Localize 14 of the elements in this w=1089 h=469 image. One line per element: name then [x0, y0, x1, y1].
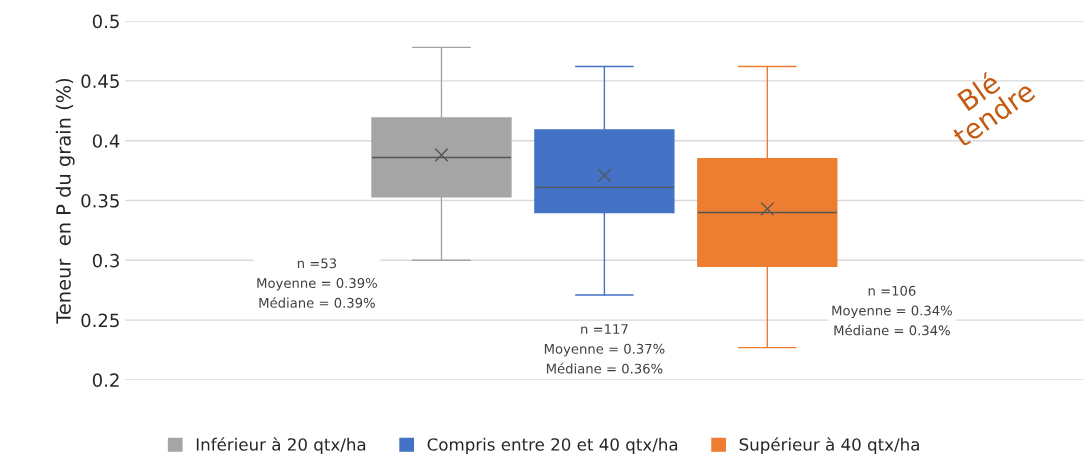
y-tick-label: 0.5 [92, 14, 119, 29]
y-tick-label: 0.35 [81, 193, 119, 208]
y-tick-label: 0.25 [81, 313, 119, 328]
annotation: n =106 Moyenne = 0.34% Médiane = 0.34% [832, 285, 952, 336]
legend-label: Supérieur à 40 qtx/ha [739, 437, 919, 454]
y-tick-label: 0.3 [92, 253, 119, 268]
y-tick-label: 0.4 [92, 134, 120, 148]
y-axis-title: Teneur en P du grain (%) [55, 78, 75, 324]
annotation: n =117 Moyenne = 0.37% Médiane = 0.36% [544, 324, 665, 374]
legend-label: Inférieur à 20 qtx/ha [196, 437, 366, 454]
annotation: n =53 Moyenne = 0.39% Médiane = 0.39% [257, 258, 377, 308]
legend-label: Compris entre 20 et 40 qtx/ha [427, 437, 678, 454]
y-tick-label: 0.45 [81, 74, 119, 89]
y-tick-label: 0.2 [92, 373, 119, 388]
